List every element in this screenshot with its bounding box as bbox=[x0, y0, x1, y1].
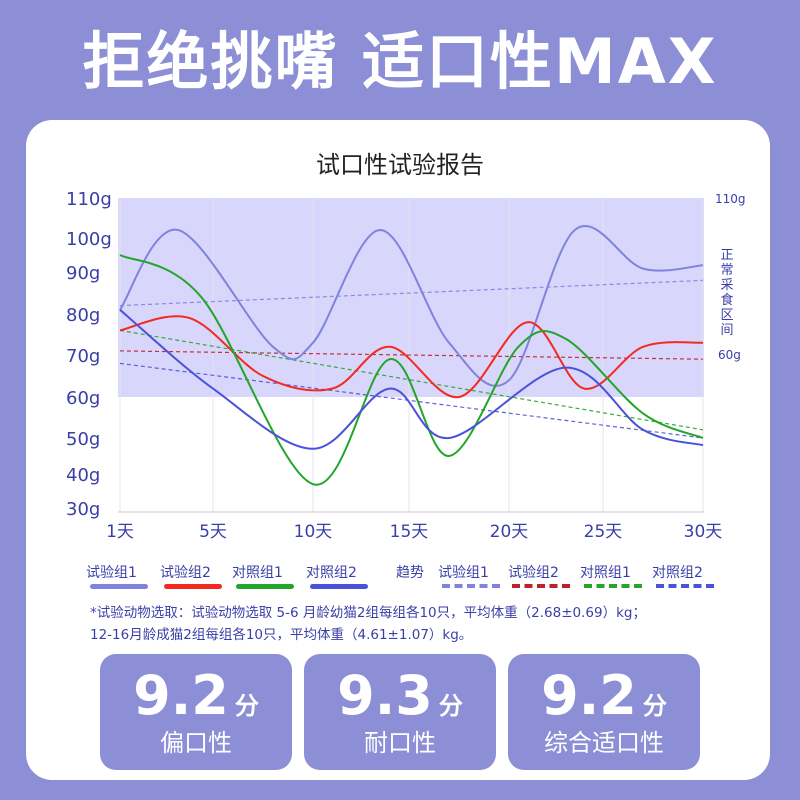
score-label: 耐口性 bbox=[364, 729, 436, 757]
x-tick-label: 15天 bbox=[390, 522, 429, 542]
score-unit: 分 bbox=[234, 692, 259, 720]
experiment-note: *试验动物选取：试验动物选取 5-6 月龄幼猫2组每组各10只，平均体重（2.6… bbox=[90, 602, 730, 646]
score-value: 9.2 bbox=[541, 664, 637, 727]
series-line-3 bbox=[119, 254, 704, 486]
y-tick-label: 30g bbox=[66, 499, 100, 520]
y-tick-label: 80g bbox=[66, 305, 100, 326]
x-tick-label: 10天 bbox=[294, 522, 333, 542]
score-value-wrap: 9.2 分 bbox=[100, 666, 292, 736]
note-line-1: *试验动物选取：试验动物选取 5-6 月龄幼猫2组每组各10只，平均体重（2.6… bbox=[90, 605, 646, 621]
score-card-tolerance: 9.3 分 耐口性 bbox=[304, 654, 496, 770]
y-tick-label: 40g bbox=[66, 465, 100, 486]
trend-line-2 bbox=[119, 350, 704, 360]
x-tick-label: 30天 bbox=[684, 522, 723, 542]
y-tick-label: 100g bbox=[66, 229, 112, 250]
trend-line-3 bbox=[119, 329, 704, 431]
score-card-preference: 9.2 分 偏口性 bbox=[100, 654, 292, 770]
score-label: 综合适口性 bbox=[544, 729, 664, 757]
score-value: 9.2 bbox=[133, 664, 229, 727]
range-upper-label: 110g bbox=[715, 192, 746, 206]
normal-intake-band bbox=[118, 198, 704, 397]
note-line-2: 12-16月龄成猫2组每组各10只，平均体重（4.61±1.07）kg。 bbox=[90, 627, 473, 643]
x-tick-label: 5天 bbox=[199, 522, 227, 542]
series-line-1 bbox=[119, 225, 704, 387]
score-value-wrap: 9.3 分 bbox=[304, 666, 496, 736]
legend-item-series-2: 试验组2 bbox=[160, 562, 222, 589]
palatability-line-chart: 110g 100g 90g 80g 70g 60g 50g 40g 30g 1天 5天 10天 15天 2… bbox=[66, 189, 746, 542]
y-tick-label: 70g bbox=[66, 346, 100, 367]
y-tick-label: 60g bbox=[66, 388, 100, 409]
chart-legend: 试验组1 试验组2 对照组1 对照组2 趋势 试验组1 试验组2 对照组1 对照… bbox=[0, 562, 800, 592]
headline: 拒绝挑嘴 适口性MAX bbox=[82, 25, 718, 98]
series-line-4 bbox=[119, 309, 704, 450]
trend-line-1 bbox=[119, 279, 704, 307]
score-card-overall: 9.2 分 综合适口性 bbox=[508, 654, 700, 770]
score-unit: 分 bbox=[642, 692, 667, 720]
legend-item-trend-2: 试验组2 bbox=[508, 562, 570, 588]
y-tick-label: 50g bbox=[66, 429, 100, 450]
chart-title: 试口性试验报告 bbox=[316, 151, 484, 179]
score-label: 偏口性 bbox=[160, 729, 232, 757]
legend-item-series-1: 试验组1 bbox=[86, 562, 148, 589]
score-unit: 分 bbox=[438, 692, 463, 720]
x-tick-label: 1天 bbox=[106, 522, 134, 542]
legend-item-series-4: 对照组2 bbox=[306, 562, 368, 589]
range-vertical-label: 正常采食区间 bbox=[720, 248, 733, 338]
legend-item-trend-1: 试验组1 bbox=[438, 562, 500, 588]
legend-item-trend-4: 对照组2 bbox=[652, 562, 714, 588]
range-lower-label: 60g bbox=[718, 348, 741, 362]
x-tick-label: 20天 bbox=[490, 522, 529, 542]
legend-item-trend-3: 对照组1 bbox=[580, 562, 642, 588]
legend-trend-label: 趋势 bbox=[396, 565, 424, 581]
score-value-wrap: 9.2 分 bbox=[508, 666, 700, 736]
y-tick-label: 90g bbox=[66, 263, 100, 284]
score-value: 9.3 bbox=[337, 664, 433, 727]
x-tick-label: 25天 bbox=[584, 522, 623, 542]
y-tick-label: 110g bbox=[66, 189, 112, 210]
legend-item-series-3: 对照组1 bbox=[232, 562, 294, 589]
